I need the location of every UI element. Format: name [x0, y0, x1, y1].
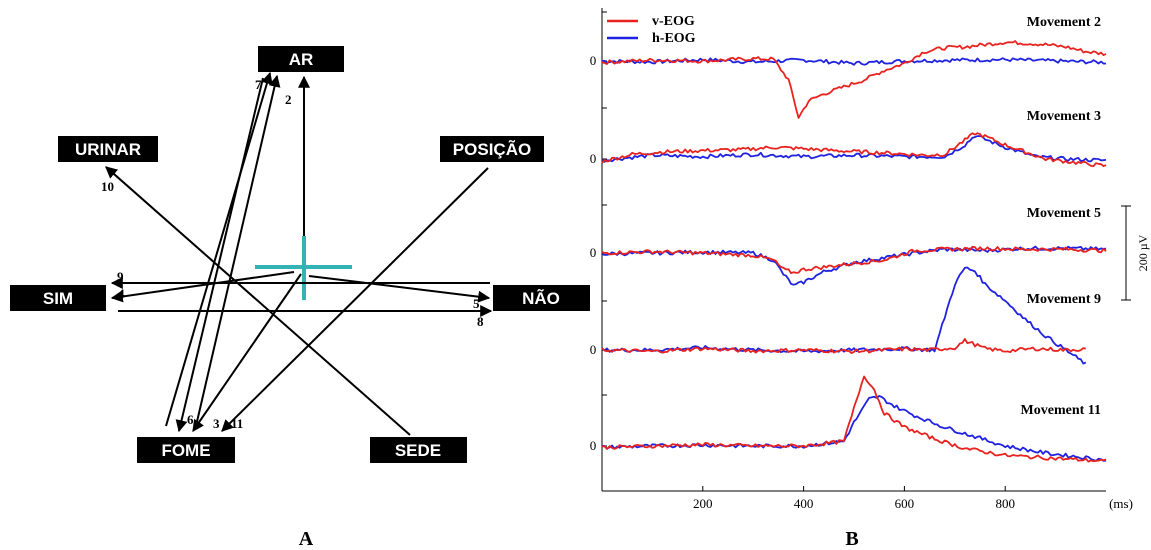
trace-h-eog-movement-2	[601, 135, 1107, 163]
panel-b-letter: B	[845, 528, 858, 550]
trace-v-eog-movement-4	[601, 338, 1086, 354]
y-ticks	[601, 8, 607, 491]
movement-arrow-3	[192, 273, 302, 432]
label-sede-text: SEDE	[395, 441, 441, 460]
panel-a-letter: A	[299, 528, 314, 550]
movement-arrow-10	[105, 166, 411, 436]
movement-title: Movement 5	[1027, 206, 1101, 221]
movement-number: 11	[231, 416, 243, 431]
movement-title: Movement 9	[1027, 292, 1101, 307]
movement-arrow-7	[165, 71, 273, 427]
x-ticks: 200 400 600 800	[693, 486, 1015, 511]
movement-arrow-11	[221, 167, 489, 432]
movement-title: Movement 2	[1027, 15, 1101, 30]
movement-arrow-4	[110, 271, 295, 303]
zero-label: 0	[590, 342, 597, 357]
label-posicao-text: POSIÇÃO	[453, 139, 531, 159]
movement-number: 8	[477, 314, 484, 329]
movement-titles: Movement 2 Movement 3 Movement 5 Movement 9…	[1021, 15, 1101, 418]
movement-number: 7	[255, 77, 262, 92]
movement-arrow-5	[308, 275, 491, 303]
label-fome-text: FOME	[161, 441, 210, 460]
label-ar: AR	[258, 46, 344, 72]
label-urinar: URINAR	[58, 136, 158, 162]
movement-number: 5	[473, 296, 480, 311]
zero-label: 0	[590, 151, 597, 166]
scale-bar: 200 µV	[1121, 205, 1150, 301]
legend: v-EOG h-EOG	[607, 14, 696, 46]
scale-bar-label: 200 µV	[1136, 234, 1150, 271]
legend-label-v-eog: v-EOG	[652, 14, 695, 29]
movement-number: 4	[118, 286, 125, 301]
x-tick-label: 800	[995, 496, 1015, 511]
movement-title: Movement 3	[1027, 109, 1101, 124]
x-tick-label: 200	[693, 496, 713, 511]
label-urinar-text: URINAR	[75, 140, 141, 159]
x-axis-unit: (ms)	[1109, 496, 1133, 511]
movement-number: 6	[187, 412, 194, 427]
label-sede: SEDE	[370, 437, 467, 463]
traces	[601, 40, 1107, 463]
trace-h-eog-movement-4	[601, 266, 1087, 365]
trace-v-eog-movement-2	[601, 132, 1107, 168]
label-fome: FOME	[137, 437, 235, 463]
zero-label: 0	[590, 53, 597, 68]
x-tick-label: 400	[794, 496, 814, 511]
trace-v-eog-movement-5	[601, 375, 1107, 463]
x-tick-label: 600	[895, 496, 915, 511]
zero-label: 0	[590, 245, 597, 260]
movement-number: 2	[285, 92, 292, 107]
label-ar-text: AR	[289, 50, 314, 69]
movement-title: Movement 11	[1021, 403, 1101, 418]
label-nao: NÃO	[493, 285, 590, 311]
movement-arrow-2	[195, 74, 281, 427]
trace-v-eog-movement-1	[601, 40, 1107, 119]
panel-a: AR URINAR POSIÇÃO SIM NÃO FOME SEDE 7 2	[10, 46, 590, 550]
label-sim-text: SIM	[43, 289, 73, 308]
movement-number: 10	[101, 179, 114, 194]
trace-v-eog-movement-3	[601, 245, 1107, 274]
zero-labels: 0 0 0 0 0	[590, 53, 597, 453]
movement-number: 3	[213, 416, 220, 431]
movement-number: 9	[117, 269, 124, 284]
label-nao-text: NÃO	[522, 288, 560, 308]
legend-label-h-eog: h-EOG	[652, 31, 696, 46]
label-sim: SIM	[10, 285, 106, 311]
label-posicao: POSIÇÃO	[440, 136, 544, 162]
zero-label: 0	[590, 438, 597, 453]
movement-arrow-6	[175, 77, 264, 433]
